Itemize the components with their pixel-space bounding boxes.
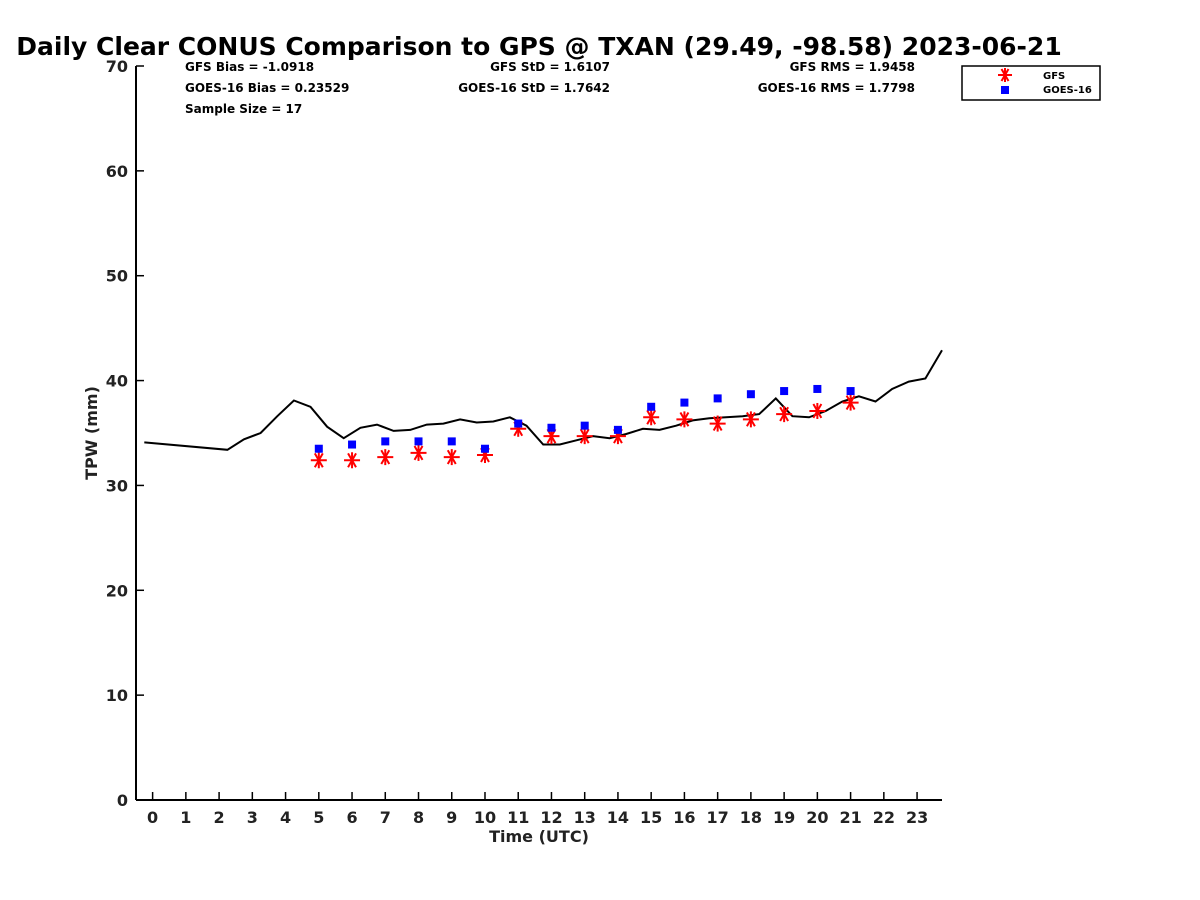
goes16-point <box>447 437 456 446</box>
x-tick-label: 1 <box>180 808 191 827</box>
goes16-point <box>613 425 622 434</box>
gfs-point <box>443 449 460 466</box>
x-tick-label: 14 <box>607 808 629 827</box>
chart-title: Daily Clear CONUS Comparison to GPS @ TX… <box>16 32 1061 61</box>
legend-gfs-symbol <box>998 68 1012 82</box>
gfs-point <box>776 406 793 423</box>
y-tick-label: 50 <box>106 267 128 286</box>
gfs-point <box>709 415 726 432</box>
sample-size-text: Sample Size = 17 <box>185 102 302 116</box>
x-tick-label: 5 <box>313 808 324 827</box>
goes-bias-text: GOES-16 Bias = 0.23529 <box>185 81 349 95</box>
x-tick-label: 19 <box>773 808 795 827</box>
gfs-point <box>809 402 826 419</box>
goes16-point <box>381 437 390 446</box>
gfs-point <box>576 428 593 445</box>
x-tick-label: 3 <box>247 808 258 827</box>
gps-line <box>144 349 943 451</box>
goes16-point <box>314 444 323 453</box>
goes16-point <box>846 387 855 396</box>
y-axis-label: TPW (mm) <box>82 386 101 480</box>
gfs-point <box>377 449 394 466</box>
y-tick-label: 0 <box>117 791 128 810</box>
plot-area <box>144 349 943 469</box>
goes-std-text: GOES-16 StD = 1.7642 <box>458 81 610 95</box>
goes16-point <box>680 398 689 407</box>
y-tick-label: 70 <box>106 57 128 76</box>
gfs-point <box>344 452 361 469</box>
gfs-point <box>742 411 759 428</box>
x-tick-label: 22 <box>873 808 895 827</box>
x-tick-label: 8 <box>413 808 424 827</box>
x-tick-label: 15 <box>640 808 662 827</box>
x-tick-label: 2 <box>214 808 225 827</box>
x-tick-label: 9 <box>446 808 457 827</box>
x-tick-label: 6 <box>346 808 357 827</box>
y-tick-label: 30 <box>106 476 128 495</box>
y-tick-label: 10 <box>106 686 128 705</box>
goes16-point <box>647 402 656 411</box>
goes16-point <box>780 387 789 396</box>
gfs-point <box>676 411 693 428</box>
gfs-point <box>410 444 427 461</box>
x-tick-label: 16 <box>673 808 695 827</box>
x-tick-label: 10 <box>474 808 496 827</box>
legend-label-goes16: GOES-16 <box>1043 85 1092 96</box>
goes16-point <box>746 390 755 399</box>
x-tick-label: 12 <box>540 808 562 827</box>
x-tick-label: 20 <box>806 808 828 827</box>
legend-goes16-symbol <box>1001 86 1009 94</box>
x-tick-label: 13 <box>574 808 596 827</box>
x-tick-label: 4 <box>280 808 291 827</box>
y-tick-label: 40 <box>106 372 128 391</box>
goes16-point <box>514 419 523 428</box>
goes-rms-text: GOES-16 RMS = 1.7798 <box>758 81 915 95</box>
gfs-point <box>842 394 859 411</box>
goes16-point <box>713 394 722 403</box>
gfs-rms-text: GFS RMS = 1.9458 <box>790 60 915 74</box>
goes16-point <box>813 384 822 393</box>
x-tick-label: 17 <box>707 808 729 827</box>
x-tick-label: 11 <box>507 808 529 827</box>
x-tick-label: 18 <box>740 808 762 827</box>
gfs-std-text: GFS StD = 1.6107 <box>490 60 610 74</box>
x-tick-label: 21 <box>839 808 861 827</box>
statistics-annotations: GFS Bias = -1.0918 GOES-16 Bias = 0.2352… <box>185 60 915 116</box>
y-tick-label: 20 <box>106 581 128 600</box>
legend-symbols <box>998 68 1012 94</box>
axes: 0 1 2 3 4 5 6 7 8 9 10 11 12 13 14 15 16 17 18 19 20 21 22 2301… <box>106 57 942 827</box>
legend-box <box>961 65 1101 101</box>
x-axis-label: Time (UTC) <box>489 827 589 846</box>
x-tick-label: 7 <box>380 808 391 827</box>
goes16-point <box>480 444 489 453</box>
goes16-point <box>580 421 589 430</box>
legend: GFS GOES-16 <box>961 65 1101 101</box>
gfs-point <box>310 452 327 469</box>
legend-label-gfs: GFS <box>1043 71 1065 82</box>
gfs-bias-text: GFS Bias = -1.0918 <box>185 60 314 74</box>
goes16-point <box>348 440 357 449</box>
goes16-point <box>414 437 423 446</box>
x-tick-label: 23 <box>906 808 928 827</box>
x-tick-label: 0 <box>147 808 158 827</box>
y-tick-label: 60 <box>106 162 128 181</box>
goes16-point <box>547 423 556 432</box>
gfs-point <box>643 409 660 426</box>
